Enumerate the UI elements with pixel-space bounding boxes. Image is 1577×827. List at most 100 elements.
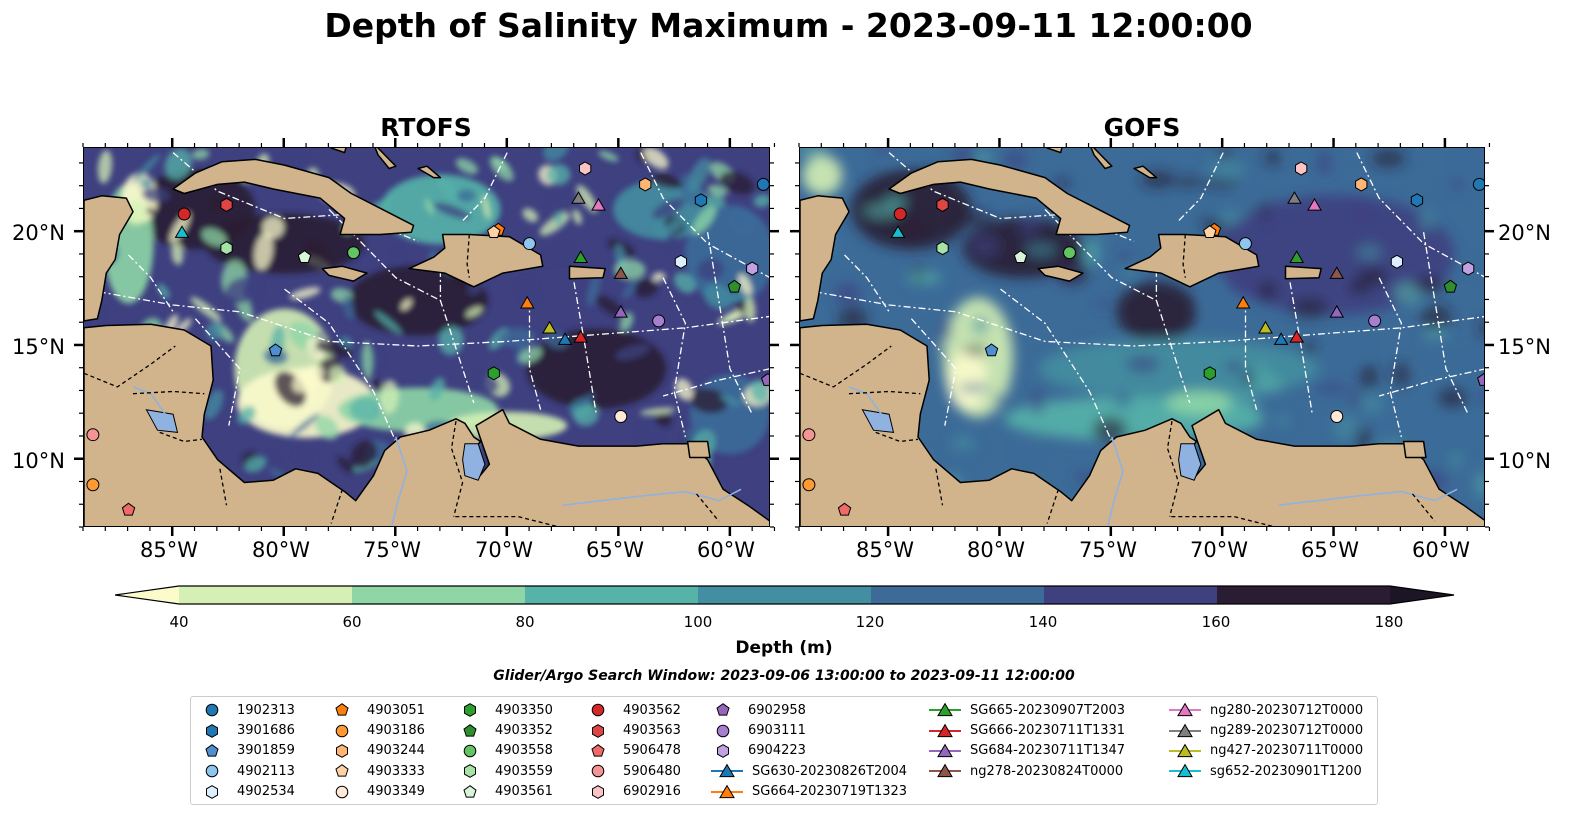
obs-5906478[interactable] [837, 502, 852, 516]
obs-6902916[interactable] [579, 161, 592, 176]
legend-marker[interactable] [716, 724, 730, 737]
obs-4903186[interactable] [86, 478, 100, 492]
obs-4903244[interactable] [639, 177, 652, 192]
legend-entry[interactable]: 4903186 [329, 720, 425, 740]
obs-sg652-20230901t1200[interactable] [890, 225, 906, 238]
legend-marker[interactable] [937, 723, 953, 737]
legend-entry[interactable]: 4903350 [457, 700, 553, 720]
obs-6903111[interactable] [1368, 314, 1382, 328]
legend-marker[interactable] [717, 744, 729, 758]
legend-entry[interactable]: 4903559 [457, 761, 553, 781]
legend-marker[interactable] [937, 702, 953, 717]
legend-marker[interactable] [463, 723, 477, 737]
obs-4902113[interactable] [522, 237, 536, 251]
legend-entry[interactable]: 6902916 [585, 782, 681, 802]
legend-marker[interactable] [464, 764, 476, 779]
legend-marker[interactable] [1177, 723, 1193, 737]
legend-entry[interactable]: SG664-20230719T1323 [710, 782, 907, 802]
legend-marker[interactable] [1177, 763, 1193, 778]
obs-4903559[interactable] [936, 241, 949, 256]
obs-4903562[interactable] [177, 207, 191, 221]
obs-ng289-20230712t0000[interactable] [571, 191, 586, 204]
legend-entry[interactable]: ng280-20230712T0000 [1168, 700, 1363, 720]
legend-entry[interactable]: 4903561 [457, 782, 553, 802]
legend-marker[interactable] [463, 744, 477, 758]
legend-marker[interactable] [719, 784, 735, 798]
obs-sg684-20230711t1347[interactable] [613, 304, 629, 318]
map-gofs[interactable] [799, 147, 1485, 527]
legend-entry[interactable]: 4903244 [329, 741, 425, 761]
obs-4902113[interactable] [1238, 237, 1252, 251]
legend-marker[interactable] [1177, 743, 1193, 758]
obs-4902534[interactable] [674, 254, 687, 269]
obs-4903186[interactable] [802, 478, 816, 492]
legend-marker[interactable] [591, 703, 605, 717]
obs-sg664-20230719t1323[interactable] [519, 295, 535, 309]
legend-marker[interactable] [205, 765, 219, 778]
obs-4903333[interactable] [1203, 225, 1217, 238]
legend-entry[interactable]: 4903558 [457, 741, 553, 761]
obs-sg630-20230826t2004[interactable] [1273, 332, 1289, 345]
obs-6902958[interactable] [1477, 372, 1485, 386]
legend-entry[interactable]: 3901686 [199, 720, 295, 740]
obs-4903244[interactable] [1355, 177, 1368, 192]
legend-entry[interactable]: 4902534 [199, 782, 295, 802]
obs-ng280-20230712t0000[interactable] [1307, 197, 1322, 211]
legend-marker[interactable] [592, 723, 604, 738]
obs-5906478[interactable] [121, 502, 136, 516]
legend-marker[interactable] [937, 763, 953, 778]
obs-sg666-20230711t1331[interactable] [1289, 329, 1305, 343]
obs-sg684-20230711t1347[interactable] [1329, 304, 1345, 318]
legend-entry[interactable]: SG665-20230907T2003 [928, 700, 1125, 720]
legend-marker[interactable] [1177, 702, 1193, 717]
map-rtofs[interactable] [83, 147, 770, 527]
obs-4902534[interactable] [1390, 254, 1403, 269]
obs-4903352[interactable] [1443, 279, 1458, 293]
legend-marker[interactable] [335, 724, 349, 737]
obs-6902916[interactable] [1295, 161, 1308, 176]
legend-marker[interactable] [592, 784, 604, 799]
obs-4903350[interactable] [487, 366, 500, 381]
obs-1902313[interactable] [756, 177, 769, 191]
legend-entry[interactable]: 6902958 [710, 700, 907, 720]
obs-sg665-20230907t2003[interactable] [1289, 250, 1305, 263]
legend-marker[interactable] [937, 743, 953, 758]
legend-marker[interactable] [206, 784, 218, 799]
obs-ng278-20230824t0000[interactable] [613, 266, 629, 279]
obs-3901859[interactable] [268, 343, 283, 357]
legend-entry[interactable]: sg652-20230901T1200 [1168, 761, 1363, 781]
legend-marker[interactable] [336, 744, 348, 758]
obs-4903563[interactable] [220, 197, 233, 212]
obs-3901859[interactable] [984, 343, 999, 357]
obs-4903561[interactable] [297, 250, 312, 263]
legend-entry[interactable]: 4903562 [585, 700, 681, 720]
obs-4903349[interactable] [614, 410, 628, 423]
legend-marker[interactable] [335, 703, 349, 716]
legend-entry[interactable]: 1902313 [199, 700, 295, 720]
legend-marker[interactable] [205, 744, 219, 757]
obs-4903558[interactable] [1063, 246, 1076, 260]
obs-ng427-20230711t0000[interactable] [542, 320, 557, 334]
legend-marker[interactable] [206, 723, 218, 738]
legend-entry[interactable]: SG684-20230711T1347 [928, 741, 1125, 761]
obs-4903349[interactable] [1330, 410, 1344, 423]
obs-4903352[interactable] [727, 279, 742, 293]
legend-entry[interactable]: 4903349 [329, 782, 425, 802]
obs-4903558[interactable] [347, 246, 360, 260]
obs-ng289-20230712t0000[interactable] [1287, 191, 1302, 204]
legend-marker[interactable] [591, 765, 605, 778]
legend-marker[interactable] [335, 764, 349, 777]
obs-1902313[interactable] [1472, 177, 1485, 191]
obs-sg666-20230711t1331[interactable] [573, 329, 589, 343]
obs-sg630-20230826t2004[interactable] [557, 332, 573, 345]
obs-ng280-20230712t0000[interactable] [591, 197, 606, 211]
obs-4903559[interactable] [220, 241, 233, 256]
legend-entry[interactable]: 4903352 [457, 720, 553, 740]
legend-marker[interactable] [719, 763, 735, 778]
obs-ng427-20230711t0000[interactable] [1258, 320, 1273, 334]
legend-entry[interactable]: ng289-20230712T0000 [1168, 720, 1363, 740]
obs-5906480[interactable] [802, 428, 816, 442]
obs-sg652-20230901t1200[interactable] [174, 225, 190, 238]
obs-4903350[interactable] [1203, 366, 1216, 381]
obs-4903333[interactable] [487, 225, 501, 238]
